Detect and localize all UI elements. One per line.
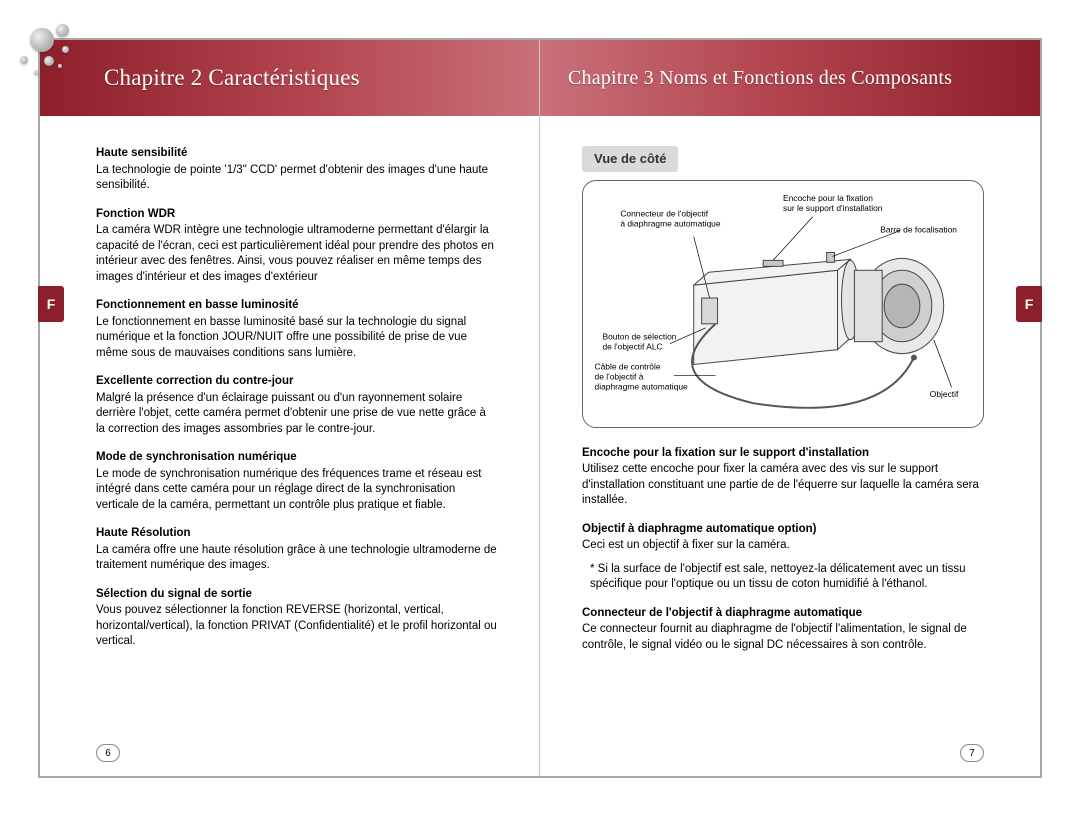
page-spread: Chapitre 2 Caractéristiques F Haute sens… — [38, 38, 1042, 778]
bubble-decoration — [10, 22, 100, 102]
language-tab-left: F — [38, 286, 64, 322]
section-body: La caméra offre une haute résolution grâ… — [96, 543, 497, 574]
left-content: Haute sensibilitéLa technologie de point… — [96, 146, 497, 728]
section-note: * Si la surface de l'objectif est sale, … — [582, 562, 984, 593]
section-title: Fonction WDR — [96, 207, 497, 223]
page-number-right: 7 — [960, 744, 984, 762]
label-control-cable: Câble de contrôle de l'objectif à diaphr… — [595, 361, 688, 391]
section-body: Vous pouvez sélectionner la fonction REV… — [96, 603, 497, 650]
right-content: Vue de côté — [582, 146, 984, 728]
feature-section: Excellente correction du contre-jourMalg… — [96, 374, 497, 437]
label-connector: Connecteur de l'objectif à diaphragme au… — [620, 208, 721, 228]
section-body: La caméra WDR intègre une technologie ul… — [96, 223, 497, 285]
label-focus-bar: Barre de focalisation — [880, 224, 957, 234]
feature-section: Sélection du signal de sortieVous pouvez… — [96, 587, 497, 650]
component-section: Connecteur de l'objectif à diaphragme au… — [582, 606, 984, 654]
right-page: Chapitre 3 Noms et Fonctions des Composa… — [540, 40, 1040, 776]
chapter-header-right: Chapitre 3 Noms et Fonctions des Composa… — [540, 40, 1040, 116]
section-title: Excellente correction du contre-jour — [96, 374, 497, 390]
camera-diagram: Connecteur de l'objectif à diaphragme au… — [582, 180, 984, 428]
component-section: Objectif à diaphragme automatique option… — [582, 522, 984, 593]
section-body: Le mode de synchronisation numérique des… — [96, 467, 497, 514]
feature-section: Mode de synchronisation numériqueLe mode… — [96, 450, 497, 513]
section-body: Le fonctionnement en basse luminosité ba… — [96, 315, 497, 362]
feature-section: Fonctionnement en basse luminositéLe fon… — [96, 298, 497, 361]
section-body: Malgré la présence d'un éclairage puissa… — [96, 391, 497, 438]
side-view-heading: Vue de côté — [582, 146, 678, 172]
section-body: Ce connecteur fournit au diaphragme de l… — [582, 622, 984, 653]
section-title: Fonctionnement en basse luminosité — [96, 298, 497, 314]
chapter-title-right: Chapitre 3 Noms et Fonctions des Composa… — [540, 67, 952, 90]
feature-section: Haute RésolutionLa caméra offre une haut… — [96, 526, 497, 574]
section-title: Encoche pour la fixation sur le support … — [582, 446, 984, 462]
feature-section: Fonction WDRLa caméra WDR intègre une te… — [96, 207, 497, 286]
section-title: Haute sensibilité — [96, 146, 497, 162]
chapter-header-left: Chapitre 2 Caractéristiques — [40, 40, 539, 116]
section-title: Sélection du signal de sortie — [96, 587, 497, 603]
section-title: Connecteur de l'objectif à diaphragme au… — [582, 606, 984, 622]
section-title: Mode de synchronisation numérique — [96, 450, 497, 466]
feature-section: Haute sensibilitéLa technologie de point… — [96, 146, 497, 194]
page-number-left: 6 — [96, 744, 120, 762]
section-title: Haute Résolution — [96, 526, 497, 542]
label-notch: Encoche pour la fixation sur le support … — [783, 192, 883, 212]
language-tab-right: F — [1016, 286, 1042, 322]
left-page: Chapitre 2 Caractéristiques F Haute sens… — [40, 40, 540, 776]
label-lens: Objectif — [930, 389, 959, 399]
section-body: Ceci est un objectif à fixer sur la camé… — [582, 538, 984, 554]
section-title: Objectif à diaphragme automatique option… — [582, 522, 984, 538]
section-body: La technologie de pointe '1/3" CCD' perm… — [96, 163, 497, 194]
section-body: Utilisez cette encoche pour fixer la cam… — [582, 462, 984, 509]
label-alc-button: Bouton de sélection de l'objectif ALC — [602, 331, 678, 351]
component-section: Encoche pour la fixation sur le support … — [582, 446, 984, 509]
